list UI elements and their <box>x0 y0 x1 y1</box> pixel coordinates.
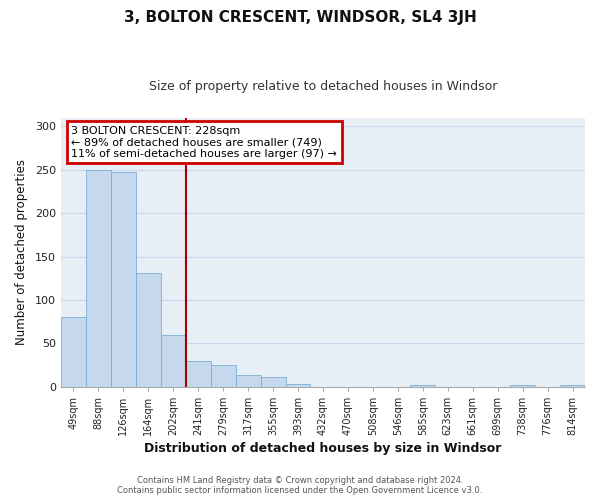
Bar <box>286 384 310 386</box>
Bar <box>410 385 435 386</box>
Bar <box>136 273 161 386</box>
Bar <box>61 318 86 386</box>
Y-axis label: Number of detached properties: Number of detached properties <box>15 159 28 345</box>
Text: Contains HM Land Registry data © Crown copyright and database right 2024.
Contai: Contains HM Land Registry data © Crown c… <box>118 476 482 495</box>
X-axis label: Distribution of detached houses by size in Windsor: Distribution of detached houses by size … <box>144 442 502 455</box>
Bar <box>111 172 136 386</box>
Bar <box>510 385 535 386</box>
Bar <box>211 365 236 386</box>
Text: 3 BOLTON CRESCENT: 228sqm
← 89% of detached houses are smaller (749)
11% of semi: 3 BOLTON CRESCENT: 228sqm ← 89% of detac… <box>71 126 337 159</box>
Bar <box>186 360 211 386</box>
Bar <box>260 377 286 386</box>
Text: 3, BOLTON CRESCENT, WINDSOR, SL4 3JH: 3, BOLTON CRESCENT, WINDSOR, SL4 3JH <box>124 10 476 25</box>
Bar <box>161 334 186 386</box>
Bar <box>236 374 260 386</box>
Title: Size of property relative to detached houses in Windsor: Size of property relative to detached ho… <box>149 80 497 93</box>
Bar <box>560 385 585 386</box>
Bar <box>86 170 111 386</box>
